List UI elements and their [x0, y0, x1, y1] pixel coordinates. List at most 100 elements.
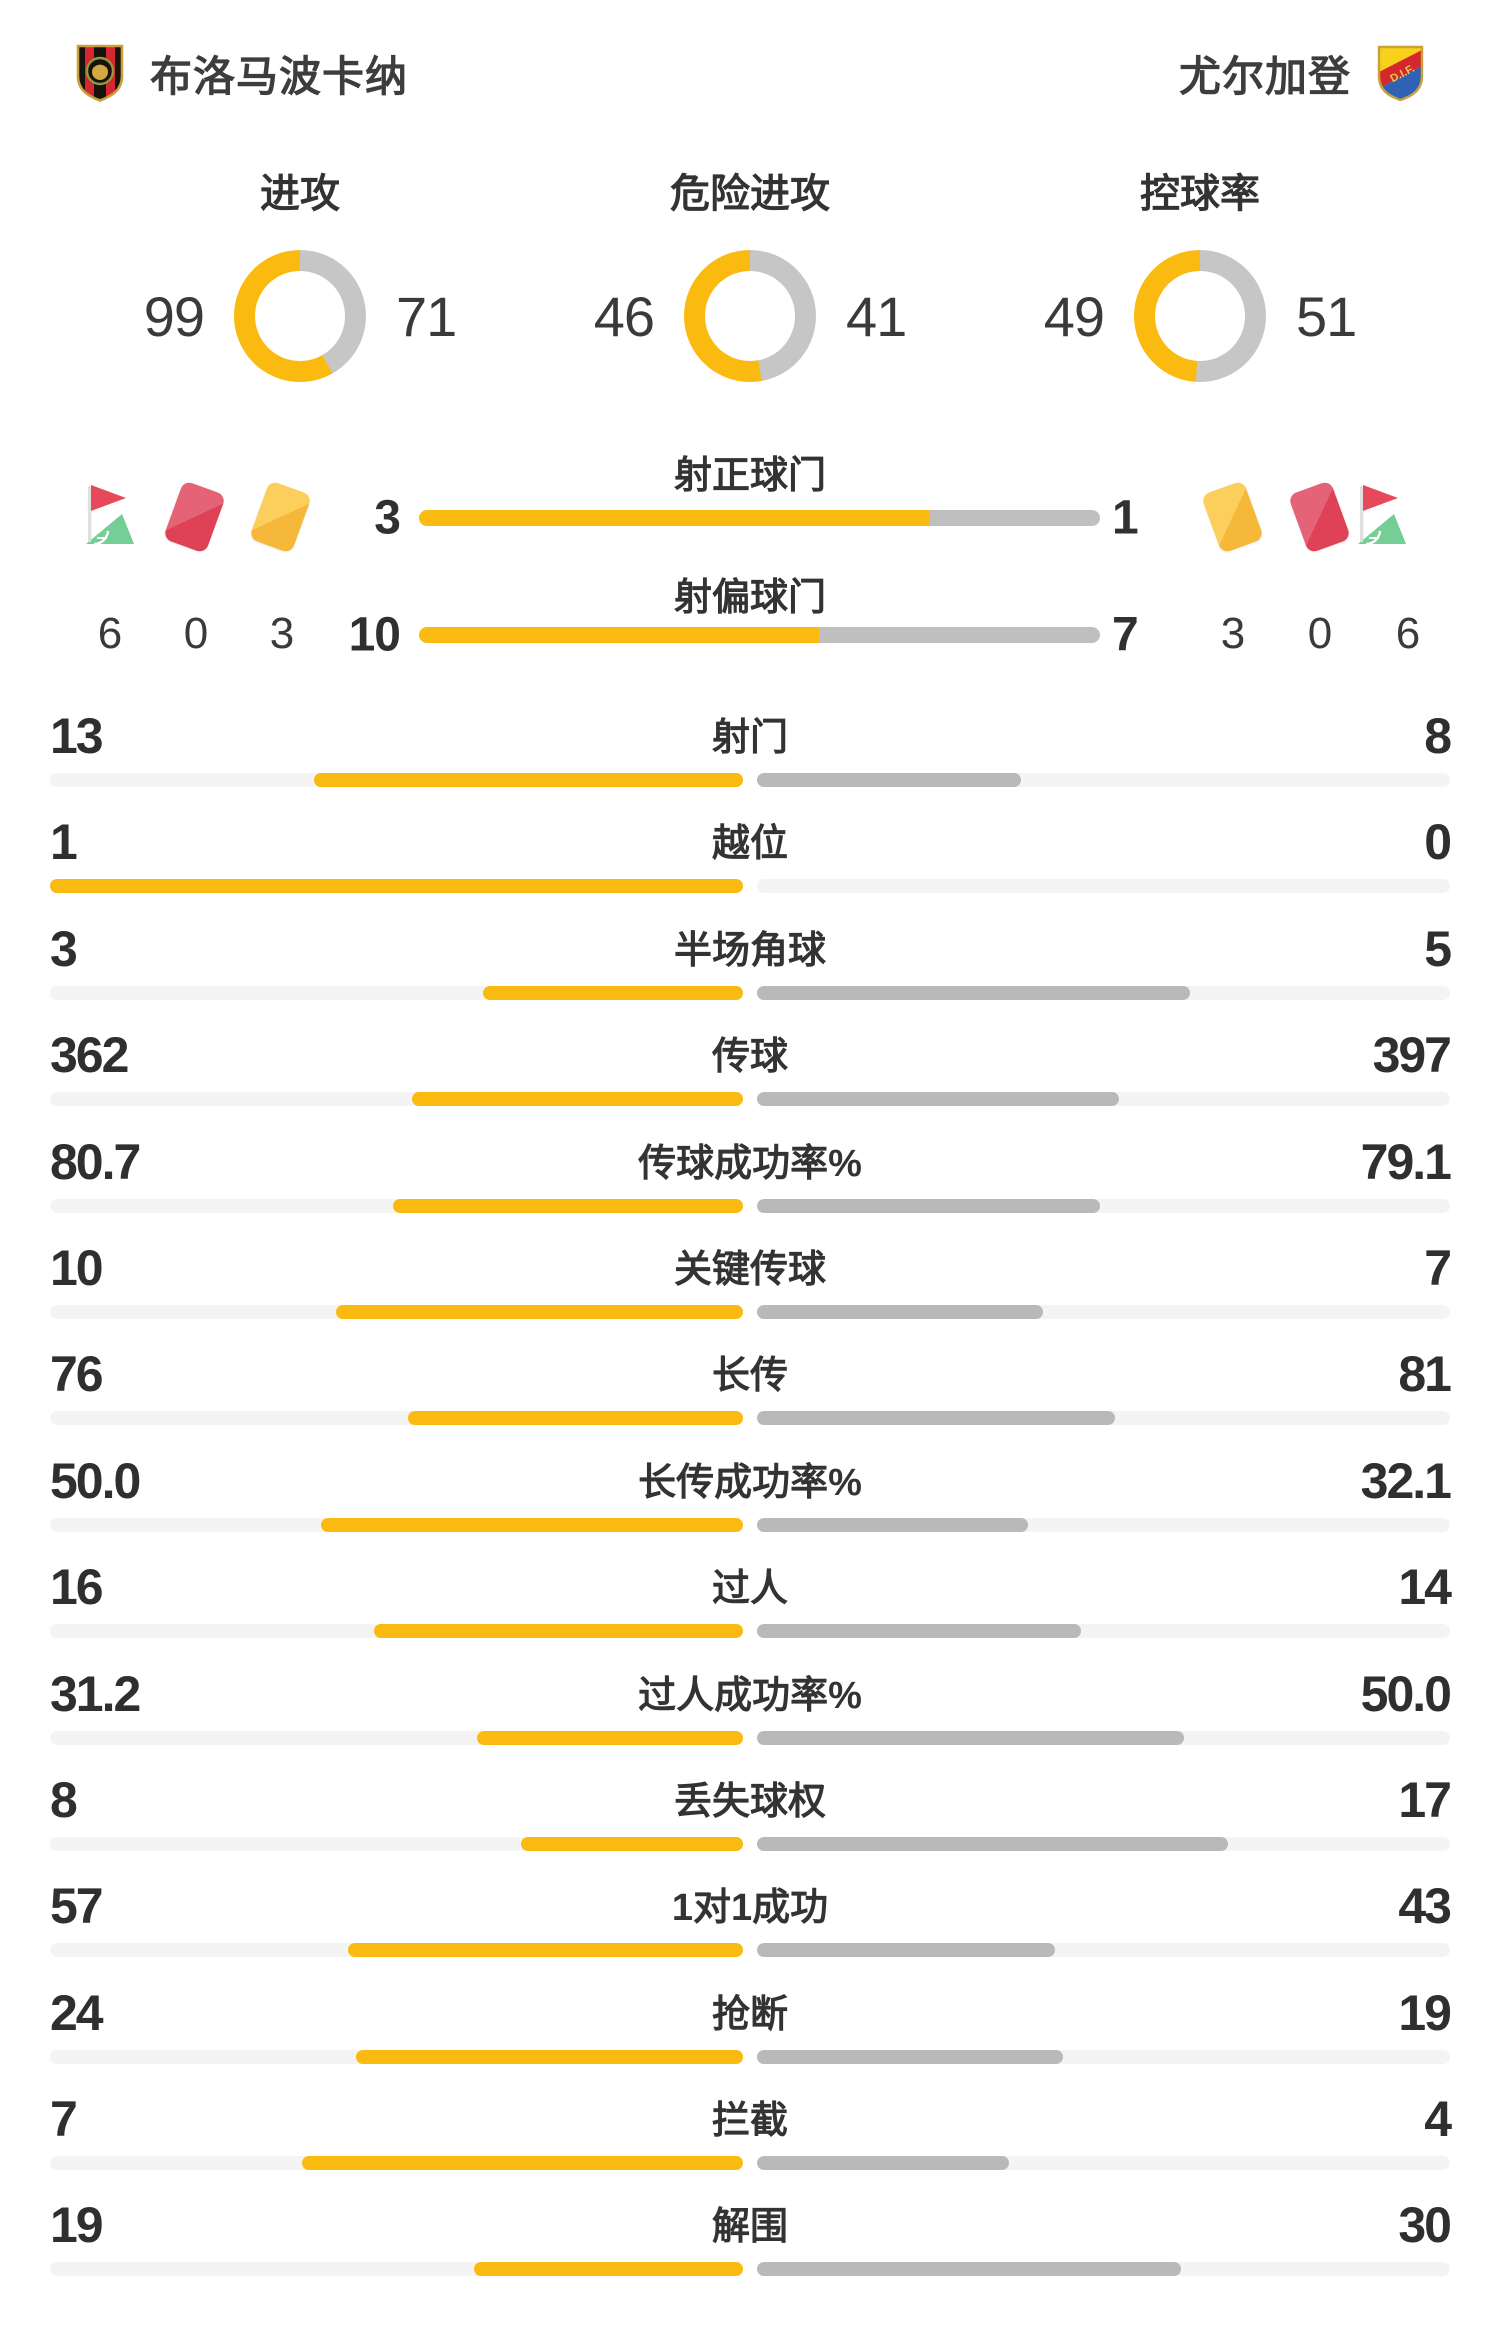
home-team: 布洛马波卡纳 — [76, 43, 408, 104]
away-corner-flag-icon — [1358, 485, 1406, 546]
shots-off-target-away-value: 7 — [1112, 608, 1139, 662]
stat-bar — [50, 1411, 1450, 1426]
stat-bar-away-fill — [757, 1836, 1229, 1851]
stat-row-dribble-success: 31.2 过人成功率% 50.0 — [50, 1648, 1452, 1754]
stat-bar-away-fill — [757, 1092, 1120, 1107]
shots-off-target-home-value: 10 — [348, 608, 401, 662]
shots-off-target-bar — [419, 627, 1100, 643]
shots-on-target-home-value: 3 — [374, 491, 401, 545]
dangerous-attacks-donut-chart — [684, 250, 816, 382]
away-yellow-cards-count: 3 — [1220, 609, 1246, 658]
home-team-name: 布洛马波卡纳 — [150, 52, 409, 100]
away-team: 尤尔加登 D.I.F. — [1179, 43, 1424, 104]
donut-possession: 控球率 49 51 — [975, 170, 1425, 382]
stat-bar — [50, 1836, 1450, 1851]
stat-home-value: 10 — [50, 1239, 104, 1296]
stat-label: 过人 — [711, 1568, 789, 1611]
stat-label: 抢断 — [711, 1993, 789, 2036]
home-corner-kicks-count: 6 — [97, 609, 123, 658]
stat-away-value: 0 — [1424, 814, 1452, 871]
stat-home-value: 1 — [50, 814, 78, 871]
stat-row-interceptions: 7 拦截 4 — [50, 2073, 1452, 2179]
stat-bar — [50, 1198, 1450, 1213]
stat-label: 射门 — [711, 717, 789, 759]
stat-bar-home-fill — [412, 1092, 743, 1107]
donut-dangerous-attacks-home-value: 46 — [593, 284, 655, 348]
stat-row-long-ball-success: 50.0 长传成功率% 32.1 — [50, 1435, 1452, 1541]
stat-row-offsides: 1 越位 0 — [50, 796, 1452, 902]
stat-label: 解围 — [711, 2206, 789, 2249]
stat-bar-away-fill — [757, 2262, 1182, 2277]
stat-bar — [50, 1092, 1450, 1107]
stat-away-value: 19 — [1398, 1984, 1452, 2041]
stat-bar-home-fill — [373, 1624, 743, 1639]
stat-row-dribbles: 16 过人 14 — [50, 1541, 1452, 1647]
stat-home-value: 7 — [50, 2091, 78, 2148]
stat-bar-away-fill — [757, 1624, 1081, 1639]
stat-label: 半场角球 — [673, 929, 827, 972]
stat-away-value: 32.1 — [1360, 1452, 1452, 1509]
stat-away-value: 30 — [1398, 2197, 1452, 2254]
summary-donuts: 进攻 99 71 危险进攻 46 41 控球率 49 51 — [75, 170, 1425, 382]
stat-row-long-balls: 76 长传 81 — [50, 1328, 1452, 1434]
stat-bar-away-fill — [757, 1198, 1101, 1213]
donut-attacks-home-value: 99 — [143, 284, 205, 348]
stat-away-value: 17 — [1398, 1771, 1452, 1828]
away-team-name: 尤尔加登 — [1178, 52, 1351, 100]
stat-label: 过人成功率% — [638, 1674, 862, 1717]
possession-donut-chart — [1134, 250, 1266, 382]
shots-off-target-bar-home-fill — [419, 627, 820, 643]
stat-away-value: 79.1 — [1360, 1133, 1452, 1190]
stat-home-value: 76 — [50, 1346, 104, 1403]
stat-bar — [50, 879, 1450, 894]
home-red-cards-count: 0 — [183, 609, 209, 658]
stat-row-tackles: 24 抢断 19 — [50, 1967, 1452, 2073]
stat-bar — [50, 2049, 1450, 2064]
donut-possession-label: 控球率 — [1140, 172, 1260, 216]
stat-bar-away-fill — [757, 1304, 1043, 1319]
stat-bar — [50, 2262, 1450, 2277]
shots-on-target-away-value: 1 — [1112, 491, 1139, 545]
stat-away-value: 397 — [1372, 1027, 1452, 1084]
shots-off-target-label: 射偏球门 — [673, 577, 827, 619]
stat-bar-home-fill — [393, 1198, 743, 1213]
stat-home-value: 3 — [50, 920, 78, 977]
donut-dangerous-attacks-label: 危险进攻 — [670, 172, 830, 216]
stat-bar-home-fill — [335, 1304, 743, 1319]
stat-bar-away-fill — [757, 1411, 1115, 1426]
stat-away-value: 43 — [1398, 1878, 1452, 1935]
home-yellow-card-icon — [248, 480, 313, 554]
stat-bar — [50, 1624, 1450, 1639]
stat-away-value: 81 — [1398, 1346, 1452, 1403]
stat-home-value: 362 — [50, 1027, 129, 1084]
stat-home-value: 80.7 — [50, 1133, 141, 1190]
stat-bar — [50, 2156, 1450, 2171]
donut-attacks-away-value: 71 — [396, 284, 457, 348]
stat-bar-home-fill — [407, 1411, 743, 1426]
stat-away-value: 5 — [1424, 920, 1452, 977]
stat-bar-home-fill — [348, 1943, 743, 1958]
stat-bar-home-fill — [476, 1730, 743, 1745]
stat-away-value: 8 — [1424, 708, 1452, 764]
stat-away-value: 4 — [1424, 2091, 1452, 2148]
stat-home-value: 19 — [50, 2197, 104, 2254]
stat-row-clearances: 19 解围 30 — [50, 2179, 1452, 2285]
stats-list: 1 3 射门 8 1 越位 0 3 半场角球 5 — [50, 690, 1452, 2286]
donut-attacks-label: 进攻 — [260, 172, 340, 216]
stat-label: 长传成功率% — [638, 1461, 862, 1504]
home-corner-flag-icon — [86, 485, 134, 546]
stat-away-value: 7 — [1424, 1239, 1452, 1296]
stat-row-half-corners: 3 半场角球 5 — [50, 903, 1452, 1009]
stat-bar — [50, 1730, 1450, 1745]
stat-bar-home-fill — [521, 1836, 743, 1851]
home-yellow-cards-count: 3 — [269, 609, 295, 658]
stat-bar — [50, 773, 1450, 787]
stat-bar — [50, 1517, 1450, 1532]
shots-on-target-label: 射正球门 — [673, 455, 827, 497]
donut-dangerous-attacks-away-value: 41 — [846, 284, 907, 348]
donut-dangerous-attacks: 危险进攻 46 41 — [525, 170, 975, 382]
home-red-card-icon — [162, 480, 227, 554]
stat-bar-home-fill — [320, 1517, 743, 1532]
stat-bar-home-fill — [483, 985, 743, 1000]
